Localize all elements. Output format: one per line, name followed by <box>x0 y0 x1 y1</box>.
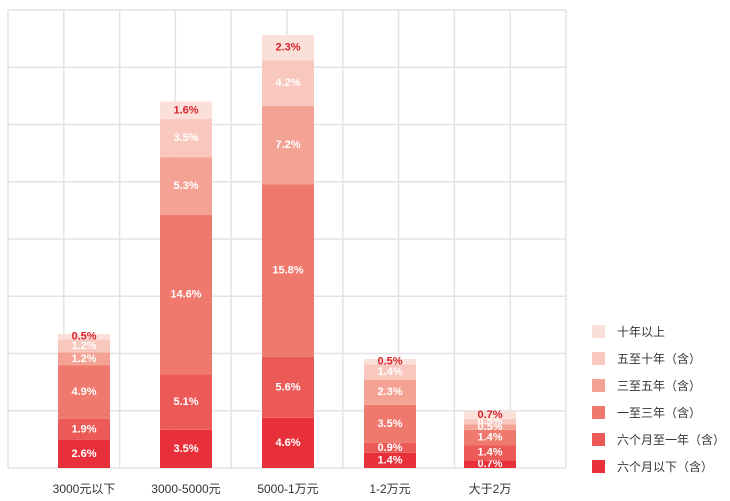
bar-segment <box>464 429 516 446</box>
bar-segment <box>160 119 212 158</box>
data-label: 3.5% <box>377 418 402 430</box>
data-label: 15.8% <box>272 265 303 277</box>
bar-segment <box>160 374 212 430</box>
bar-segment <box>262 35 314 61</box>
legend-swatch <box>592 379 605 392</box>
bar-stack: 2.6%1.9%4.9%1.2%1.2%0.5% <box>58 331 110 468</box>
bar-segment <box>364 364 416 380</box>
bar-segment <box>160 215 212 375</box>
data-label: 1.9% <box>71 423 96 435</box>
data-label: 1.4% <box>377 454 402 466</box>
legend-label: 六个月至一年（含） <box>617 433 726 447</box>
bar-segment <box>364 452 416 468</box>
data-label: 2.6% <box>71 448 96 460</box>
bar-segment <box>160 101 212 120</box>
data-label: 1.2% <box>71 353 96 365</box>
category-label: 1-2万元 <box>369 482 410 496</box>
data-label: 1.2% <box>71 340 96 352</box>
chart-bars: 2.6%1.9%4.9%1.2%1.2%0.5%3.5%5.1%14.6%5.3… <box>58 35 516 470</box>
bar-segment <box>262 356 314 418</box>
data-label: 2.3% <box>377 386 402 398</box>
category-labels: 3000元以下 3000-5000元 5000-1万元 1-2万元 大于2万 <box>53 482 512 496</box>
data-label: 1.4% <box>477 447 502 459</box>
bar-segment <box>58 333 110 340</box>
category-label: 3000元以下 <box>53 482 116 496</box>
legend-swatch <box>592 352 605 365</box>
data-label: 0.7% <box>477 409 502 421</box>
legend-item: 一至三年（含） <box>592 399 730 426</box>
bar-segment <box>464 445 516 461</box>
legend-swatch <box>592 460 605 473</box>
bar-segment <box>58 365 110 419</box>
category-label: 大于2万 <box>469 482 512 496</box>
data-label: 0.5% <box>377 356 402 368</box>
bar-stack: 1.4%0.9%3.5%2.3%1.4%0.5% <box>364 356 416 468</box>
bar-segment <box>58 352 110 366</box>
bar-stack: 0.7%1.4%1.4%0.5%0.5%0.7% <box>464 409 516 470</box>
data-label: 4.2% <box>275 77 300 89</box>
category-label: 5000-1万元 <box>257 482 318 496</box>
legend-label: 五至十年（含） <box>617 352 702 366</box>
bar-segment <box>262 60 314 106</box>
data-label: 5.1% <box>173 396 198 408</box>
data-label: 1.4% <box>377 366 402 378</box>
bar-segment <box>58 439 110 468</box>
bar-stack: 4.6% 5.6% 15.8% 7.2% 4.2% 2.3% <box>262 35 314 468</box>
data-label: 5.3% <box>173 180 198 192</box>
data-label: 3.5% <box>173 443 198 455</box>
data-label: 1.4% <box>477 431 502 443</box>
bar-segment <box>58 339 110 353</box>
legend-swatch <box>592 325 605 338</box>
bar-segment <box>262 417 314 468</box>
bar-segment <box>262 184 314 357</box>
legend-swatch <box>592 433 605 446</box>
data-label: 7.2% <box>275 139 300 151</box>
bar-segment <box>464 411 516 419</box>
data-label: 14.6% <box>170 289 201 301</box>
legend-item: 三至五年（含） <box>592 372 730 399</box>
legend-label: 十年以上 <box>617 325 666 339</box>
bar-stack: 3.5% 5.1% 14.6% 5.3% 3.5% 1.6% <box>160 101 212 468</box>
bar-segment <box>160 157 212 216</box>
legend-item: 五至十年（含） <box>592 345 730 372</box>
data-label: 4.9% <box>71 386 96 398</box>
legend-item: 六个月至一年（含） <box>592 426 730 453</box>
bar-segment <box>464 418 516 425</box>
data-label: 5.6% <box>275 381 300 393</box>
data-label: 0.9% <box>377 442 402 454</box>
data-label: 0.5% <box>71 331 96 343</box>
category-label: 3000-5000元 <box>151 482 220 496</box>
data-label: 1.6% <box>173 104 198 116</box>
bar-segment <box>464 424 516 430</box>
legend-label: 一至三年（含） <box>617 406 702 420</box>
legend-swatch <box>592 406 605 419</box>
bar-segment <box>262 105 314 185</box>
bar-segment <box>364 379 416 405</box>
legend-label: 三至五年（含） <box>617 379 702 393</box>
bar-segment <box>364 442 416 453</box>
data-label: 3.5% <box>173 132 198 144</box>
bar-segment <box>364 358 416 365</box>
data-label: 4.6% <box>275 437 300 449</box>
legend-item: 六个月以下（含） <box>592 453 730 480</box>
bar-segment <box>464 460 516 468</box>
data-label: 2.3% <box>275 42 300 54</box>
bar-segment <box>58 418 110 440</box>
legend-item: 十年以上 <box>592 318 730 345</box>
bar-segment <box>160 429 212 468</box>
legend-label: 六个月以下（含） <box>617 460 714 474</box>
chart-legend: 十年以上五至十年（含） 三至五年（含） 一至三年（含） 六个月至一年（含） 六个月以下（… <box>592 318 730 480</box>
bar-segment <box>364 404 416 443</box>
data-label: 0.7% <box>477 458 502 470</box>
